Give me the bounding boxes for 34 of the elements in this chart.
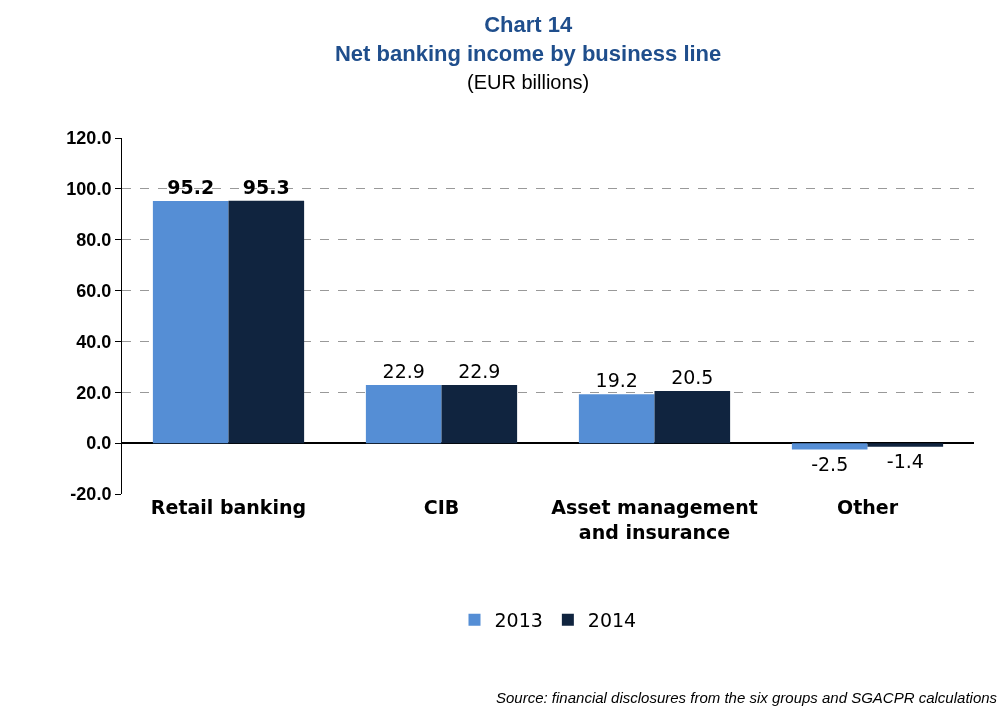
x-tick-label: CIB (423, 496, 460, 518)
bar (228, 200, 305, 444)
source-note: Source: financial disclosures from the six groups and SGACPR calculations (496, 689, 998, 706)
y-tick-label: 0.0 (86, 433, 112, 454)
x-tick-label: Other (836, 496, 899, 518)
x-tick-label: Asset management and insurance (551, 496, 758, 543)
y-tick-label: 40.0 (76, 331, 112, 352)
legend-label: 2013 (494, 609, 543, 632)
y-tick-label: 20.0 (76, 382, 112, 403)
y-tick-label: 120.0 (66, 128, 112, 149)
y-tick-label: -20.0 (70, 484, 112, 505)
y-axis-title: (EUR billions) (467, 71, 590, 94)
data-label: 95.2 (167, 176, 215, 199)
bar (654, 391, 731, 444)
y-tick-label: 80.0 (76, 230, 112, 251)
data-label: -1.4 (886, 449, 924, 472)
data-label: 95.3 (242, 175, 290, 198)
bar (867, 443, 944, 447)
data-label: 22.9 (458, 359, 501, 382)
y-tick-label: 60.0 (76, 280, 112, 301)
bar (578, 394, 655, 444)
data-label: 19.2 (595, 369, 638, 392)
y-tick-label: 100.0 (66, 179, 112, 200)
x-tick-label: Retail banking (150, 496, 307, 518)
legend-label: 2014 (587, 609, 637, 632)
bar (441, 384, 518, 444)
chart-title: Chart 14 (484, 12, 573, 38)
bar (152, 201, 229, 444)
bar (791, 443, 868, 450)
data-label: 20.5 (671, 366, 714, 389)
data-label: -2.5 (811, 452, 849, 475)
bar (365, 384, 442, 444)
chart-subtitle: Net banking income by business line (334, 40, 722, 66)
data-label: 22.9 (382, 359, 425, 382)
